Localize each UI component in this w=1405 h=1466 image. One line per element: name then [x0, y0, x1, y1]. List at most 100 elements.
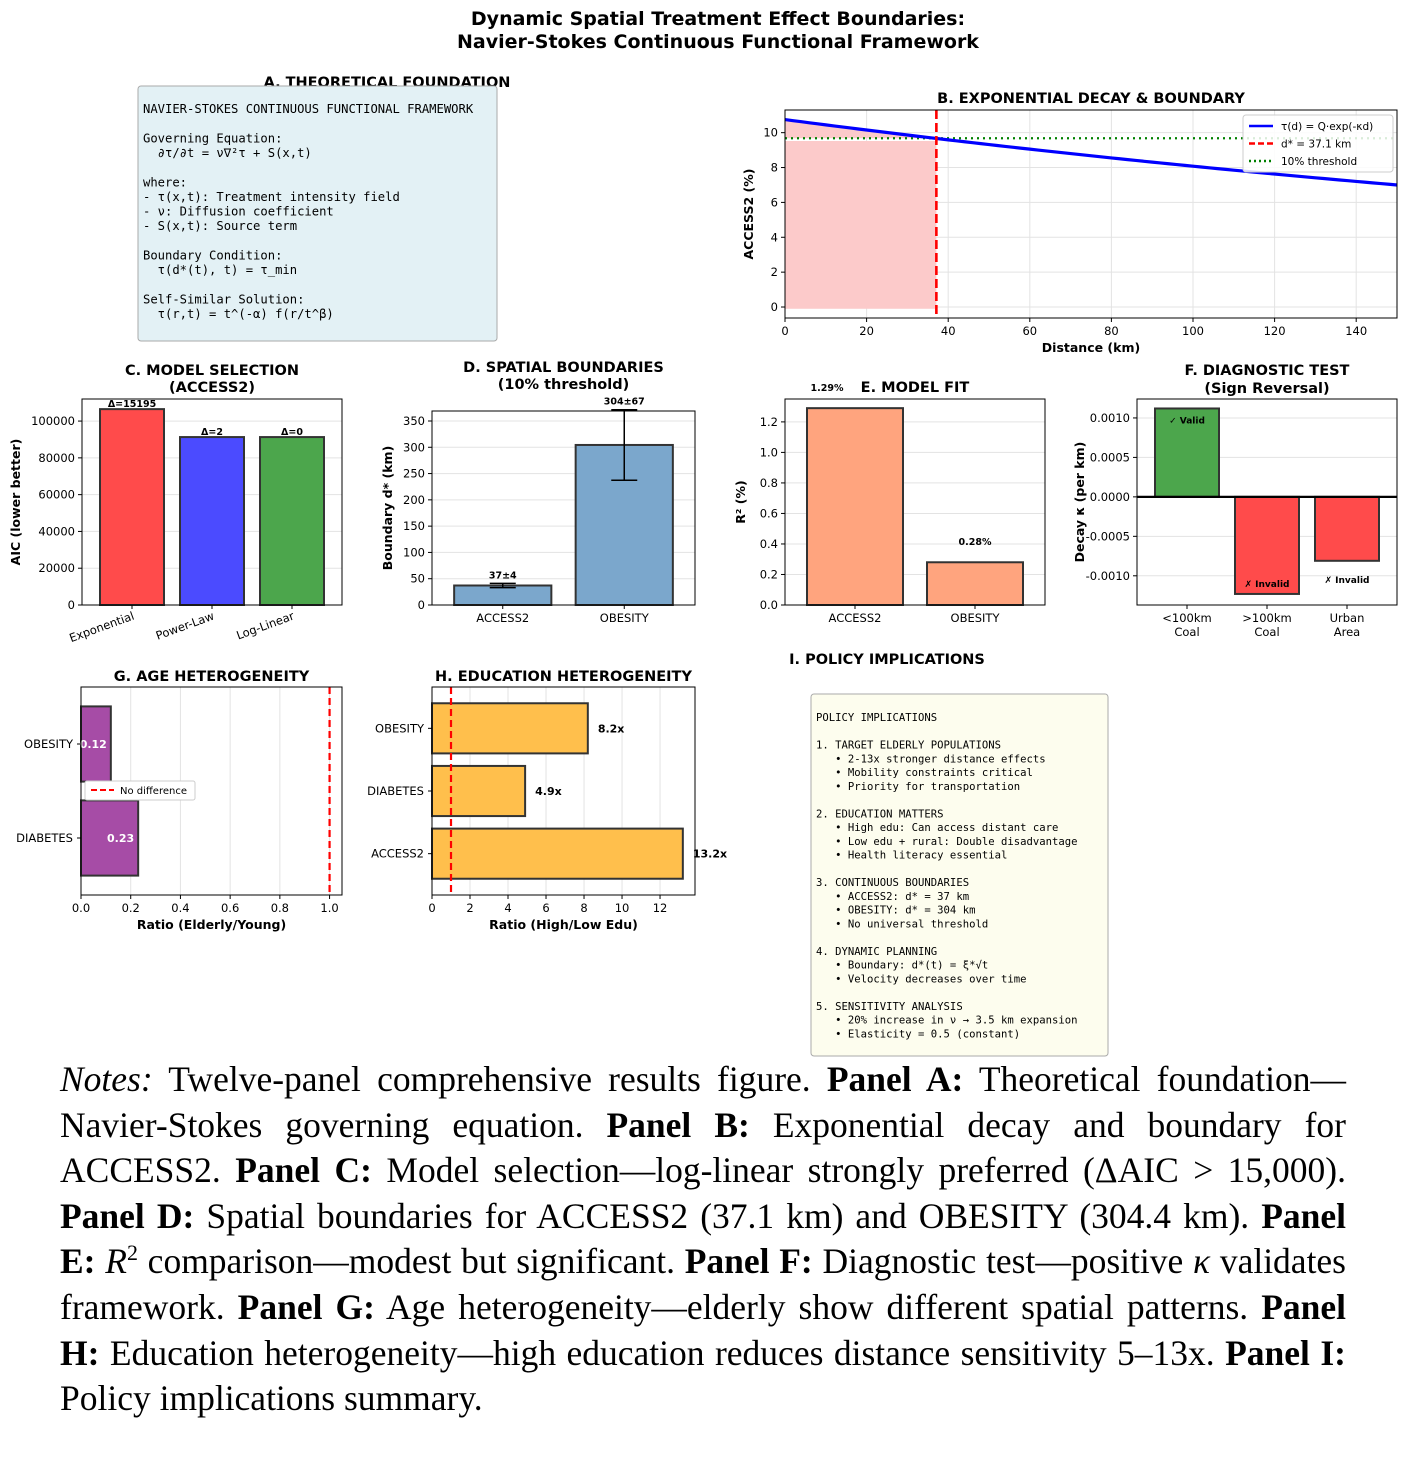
x-tick-label: Area	[1334, 625, 1360, 639]
x-tick-label: >100km	[1242, 611, 1291, 625]
y-tick-label: DIABETES	[367, 784, 424, 798]
notes-panel-label: Panel G:	[237, 1286, 375, 1327]
y-tick-label: 100	[403, 545, 425, 559]
notes-text: Age heterogeneity—elderly show different…	[374, 1286, 1262, 1327]
bar-diabetes	[431, 764, 527, 818]
textbox-line: • Mobility constraints critical	[816, 767, 1033, 779]
y-tick-label: 2	[771, 265, 778, 279]
figure-title-line2: Navier-Stokes Continuous Functional Fram…	[457, 31, 979, 53]
textbox-line: • Health literacy essential	[816, 850, 1007, 862]
panel-e-title: E. MODEL FIT	[861, 380, 970, 396]
textbox-line: τ(r,t) = t^(-α) f(r/t^β)	[143, 307, 334, 321]
y-tick-label: 200	[403, 493, 425, 507]
y-tick-label: 0.0010	[1090, 411, 1130, 425]
x-tick-label: Log-Linear	[234, 609, 296, 643]
y-tick-label: -0.0010	[1086, 569, 1130, 583]
notes-panel-label: Panel D:	[60, 1195, 195, 1236]
panel-c-ylabel: AIC (lower better)	[8, 439, 23, 566]
y-tick-label: 0.6	[760, 506, 778, 520]
bar-value-label: Δ=0	[281, 427, 303, 438]
notes-text: R	[105, 1241, 127, 1282]
x-tick-label: 0.0	[72, 901, 90, 915]
notes-text: Education heterogeneity—high education r…	[99, 1332, 1226, 1373]
x-tick-label: 4	[504, 901, 511, 915]
notes-panel-label: Panel I:	[1225, 1332, 1347, 1373]
panel-e-ylabel: R² (%)	[733, 480, 748, 523]
legend-label: τ(d) = Q·exp(-κd)	[1281, 121, 1373, 133]
textbox-line: • ACCESS2: d* = 37 km	[816, 891, 969, 903]
y-tick-label: 0	[68, 598, 75, 612]
panel-d-ylabel: Boundary d* (km)	[380, 446, 395, 571]
panel-f-axes-frame	[1136, 398, 1398, 606]
y-tick-label: 150	[403, 519, 425, 533]
textbox-line: Boundary Condition:	[143, 249, 282, 263]
bar-value-label: 4.9x	[535, 785, 562, 798]
notes-panel-label: Panel A:	[826, 1059, 964, 1099]
y-tick-label: -0.0005	[1086, 529, 1130, 543]
textbox-line: 1. TARGET ELDERLY POPULATIONS	[816, 740, 1001, 752]
x-tick-label: 0	[781, 324, 788, 338]
legend-box	[84, 780, 196, 801]
textbox-line: 4. DYNAMIC PLANNING	[816, 946, 937, 958]
panel-h-xlabel: Ratio (High/Low Edu)	[489, 917, 638, 932]
y-tick-label: 350	[403, 414, 425, 428]
notes-panel-label: Panel E:	[60, 1195, 1346, 1282]
panel-b-title: B. EXPONENTIAL DECAY & BOUNDARY	[937, 91, 1245, 107]
y-tick-label: 1.2	[760, 415, 778, 429]
notes-panel-label: Panel H:	[60, 1286, 1346, 1373]
x-tick-label: 40	[941, 324, 956, 338]
x-tick-label: 0.4	[171, 901, 189, 915]
y-tick-label: 0.0000	[1090, 490, 1130, 504]
notes-text: 2	[126, 1240, 138, 1266]
textbox-line: • No universal threshold	[816, 918, 988, 930]
x-tick-label: Exponential	[67, 609, 136, 645]
textbox-line: - S(x,t): Source term	[143, 219, 297, 233]
textbox-line: 5. SENSITIVITY ANALYSIS	[816, 1001, 963, 1013]
y-tick-label: 10	[763, 126, 778, 140]
panel-b-axes-frame	[784, 109, 1398, 319]
notes-text: Twelve-panel comprehensive results figur…	[152, 1059, 827, 1099]
textbox-line: • Priority for transportation	[816, 781, 1020, 793]
x-tick-label: 100	[1182, 324, 1204, 338]
bar-urban-area	[1314, 495, 1380, 562]
x-tick-label: Coal	[1254, 625, 1279, 639]
x-tick-label: Power-Law	[154, 609, 216, 643]
y-tick-label: OBESITY	[24, 737, 74, 751]
notes-text: Diagnostic test—positive	[812, 1241, 1194, 1282]
bar-value-label: 304±67	[604, 397, 645, 408]
validity-label: ✗ Invalid	[1325, 576, 1370, 586]
bar-value-label: Δ=2	[201, 427, 223, 438]
panel-f-ylabel: Decay κ (per km)	[1072, 442, 1087, 563]
bar-access2	[431, 827, 684, 880]
y-tick-label: 100000	[31, 414, 75, 428]
legend-box	[1242, 114, 1394, 173]
panel-g-axes-frame	[80, 686, 343, 896]
x-tick-label: ACCESS2	[829, 611, 882, 625]
panel-i-title: I. POLICY IMPLICATIONS	[789, 652, 985, 668]
figure-title-line1: Dynamic Spatial Treatment Effect Boundar…	[471, 8, 965, 30]
panel-f-title: F. DIAGNOSTIC TEST	[1185, 363, 1350, 379]
y-tick-label: 50	[410, 572, 425, 586]
legend-label: No difference	[120, 786, 187, 797]
notes-text: Model selection—log-linear strongly pref…	[371, 1150, 1347, 1191]
textbox-line: POLICY IMPLICATIONS	[816, 712, 937, 724]
textbox-line: • Elasticity = 0.5 (constant)	[816, 1028, 1020, 1040]
bar-value-label: 0.23	[107, 832, 134, 845]
validity-label: ✗ Invalid	[1245, 580, 1290, 590]
x-tick-label: 0.2	[122, 901, 140, 915]
results-figure: Dynamic Spatial Treatment Effect Boundar…	[8, 8, 1398, 1057]
validity-label: ✓ Valid	[1169, 416, 1205, 426]
notes-text: Exponential decay and boundary for ACCES…	[60, 1104, 1346, 1191]
decay-curve	[784, 118, 1398, 187]
bar-access2	[453, 584, 553, 607]
panel-d-axes-frame	[431, 410, 696, 606]
notes-panel-label: Panel C:	[235, 1150, 372, 1191]
y-tick-label: 300	[403, 440, 425, 454]
panel-c-title: C. MODEL SELECTION	[125, 363, 299, 379]
bar-value-label: 13.2x	[693, 848, 727, 861]
bar-value-label: 8.2x	[598, 722, 625, 735]
y-tick-label: 6	[771, 195, 778, 209]
y-tick-label: 40000	[38, 524, 75, 538]
x-tick-label: Urban	[1330, 611, 1365, 625]
bar-value-label: 0.28%	[959, 537, 992, 548]
